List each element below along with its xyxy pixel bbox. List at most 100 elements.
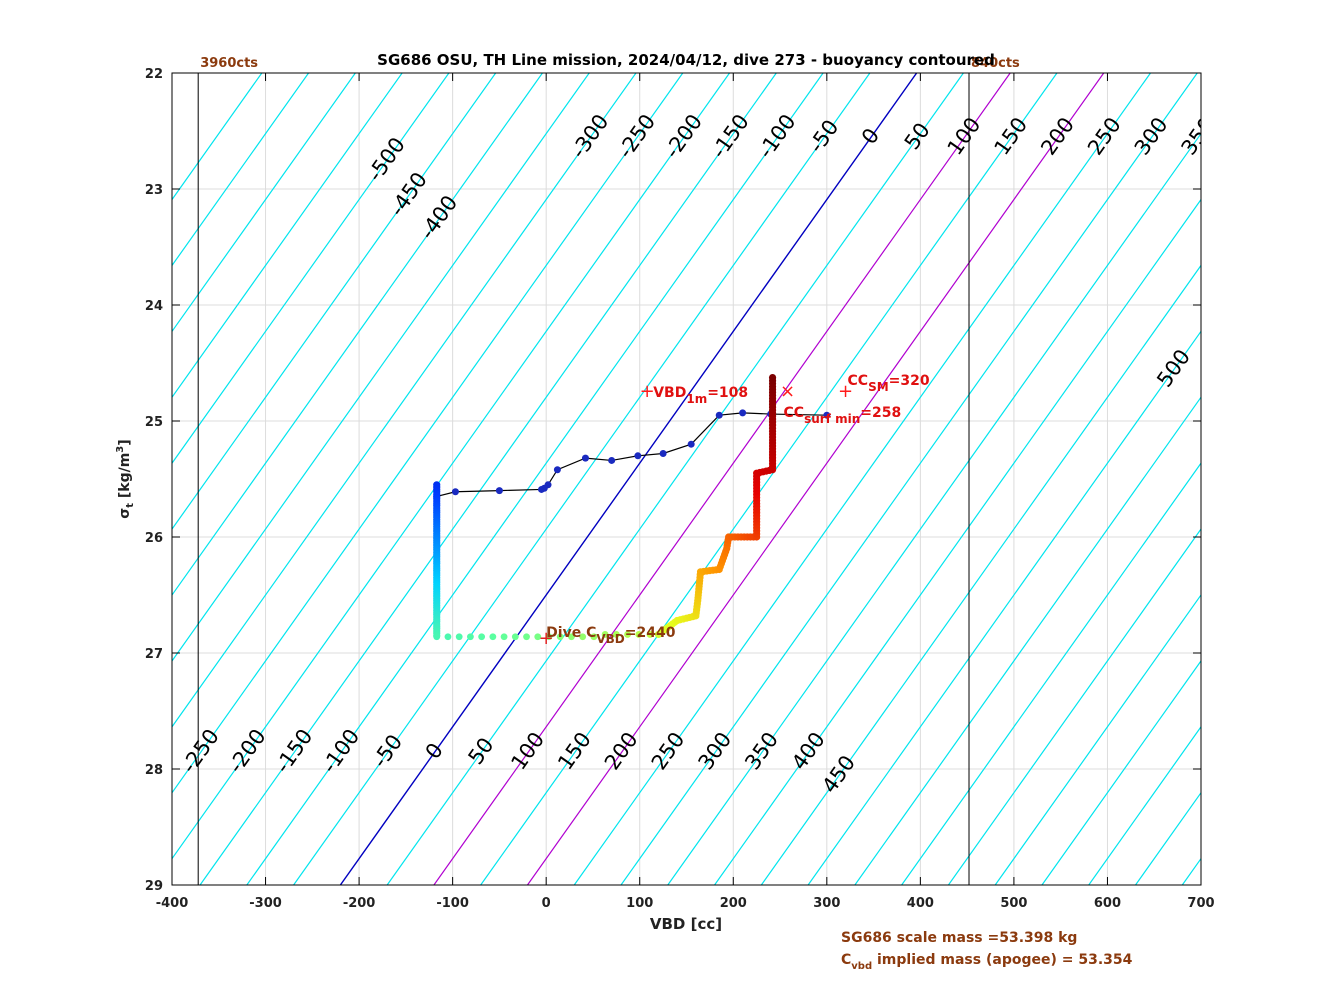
buoyancy-contour-line bbox=[246, 73, 824, 885]
x-tick-label: -400 bbox=[156, 896, 189, 911]
contour-label: 450 bbox=[817, 751, 860, 798]
contour-label: 400 bbox=[787, 728, 830, 775]
buoyancy-contour-line bbox=[172, 73, 497, 531]
contour-label: 450 bbox=[1237, 159, 1280, 206]
y-tick-label: 28 bbox=[145, 763, 163, 778]
vbd1m-label-main: VBD bbox=[653, 385, 686, 401]
contour-label: 300 bbox=[693, 728, 736, 775]
dive-point bbox=[646, 631, 654, 638]
buoyancy-contour-line bbox=[854, 396, 1201, 885]
contour-label: -400 bbox=[415, 191, 462, 244]
buoyancy-contour-line bbox=[1135, 791, 1201, 885]
y-label-unit: [kg/m bbox=[117, 453, 133, 503]
climb-point bbox=[538, 485, 546, 493]
dive_cvbd-label-main: Dive C bbox=[546, 625, 596, 641]
dive-point bbox=[601, 631, 609, 638]
y-tick-label: 26 bbox=[145, 531, 163, 546]
contour-label: 0 bbox=[421, 739, 448, 764]
cc_surf-marker: × bbox=[780, 381, 795, 402]
dive-point bbox=[556, 633, 564, 641]
climb-point bbox=[634, 452, 642, 460]
contour-label: -250 bbox=[613, 110, 660, 163]
buoyancy-contour-line bbox=[526, 73, 1105, 885]
climb-point bbox=[581, 454, 589, 462]
buoyancy-contour-line bbox=[1088, 725, 1201, 885]
plot-frame bbox=[171, 72, 1202, 886]
buoyancy-contour-line bbox=[293, 73, 871, 885]
cc_surf-label-sub: surf min bbox=[804, 412, 860, 426]
footer-implied-c: C bbox=[841, 952, 851, 968]
buoyancy-contour-line bbox=[339, 73, 918, 885]
dive-point bbox=[590, 633, 598, 641]
contour-label: 200 bbox=[600, 728, 643, 775]
y-axis-label: σt [kg/m3] bbox=[115, 439, 136, 518]
cc_sm-label-value: =320 bbox=[889, 373, 930, 389]
climb-point bbox=[823, 411, 831, 419]
contour-label: -50 bbox=[368, 730, 407, 772]
buoyancy-contour-line bbox=[199, 73, 777, 885]
dive_cvbd-marker: + bbox=[539, 628, 554, 649]
x-axis-label: VBD [cc] bbox=[650, 915, 722, 933]
contour-label: -300 bbox=[566, 110, 613, 163]
y-tick-label: 25 bbox=[145, 415, 163, 430]
contour-label: 50 bbox=[900, 118, 935, 154]
contour-label: 100 bbox=[506, 728, 549, 775]
climb-point bbox=[608, 456, 616, 464]
x-tick-label: 500 bbox=[1000, 896, 1027, 911]
buoyancy-contours: -500-450-400-300 -250 -200 -150 -100 -50 0 50 10… bbox=[172, 73, 1280, 885]
dive-point bbox=[455, 633, 463, 641]
buoyancy-contour-line bbox=[1041, 659, 1201, 885]
dive-point bbox=[612, 631, 620, 638]
dive-point bbox=[489, 633, 497, 641]
axes: -400 -300 -200 -100 0 100 200 300 400 500 600 70022… bbox=[145, 67, 1215, 911]
y-label-unit-sup: 3 bbox=[115, 446, 126, 453]
y-tick-label: 29 bbox=[145, 879, 163, 894]
dive_cvbd-label-sub: VBD bbox=[596, 632, 624, 646]
contour-label: -50 bbox=[804, 115, 843, 157]
dive-point bbox=[624, 631, 631, 638]
dive-point bbox=[568, 633, 575, 641]
y-label-sigma: σ bbox=[117, 508, 133, 519]
cc_sm-marker: + bbox=[838, 381, 853, 402]
footer-implied-rest: implied mass (apogee) = 53.354 bbox=[872, 952, 1133, 968]
dive-point bbox=[500, 633, 508, 641]
x-tick-label: 100 bbox=[626, 896, 653, 911]
vbd1m-label-value: =108 bbox=[707, 385, 748, 401]
buoyancy-contour-line bbox=[620, 73, 1198, 885]
x-tick-label: 300 bbox=[813, 896, 840, 911]
x-tick-label: 0 bbox=[542, 896, 551, 911]
x-tick-label: -200 bbox=[343, 896, 376, 911]
x-tick-label: -300 bbox=[249, 896, 282, 911]
dive-point bbox=[579, 633, 587, 641]
buoyancy-contour-line bbox=[172, 73, 731, 860]
contour-label: 350 bbox=[740, 728, 783, 775]
buoyancy-contour-line bbox=[573, 73, 1151, 885]
footer-implied-sub: vbd bbox=[851, 961, 872, 972]
footer-scale-mass: SG686 scale mass =53.398 kg bbox=[841, 930, 1077, 946]
contour-label: -150 bbox=[707, 110, 754, 163]
y-label-sub: t bbox=[125, 503, 136, 508]
climb-point bbox=[495, 487, 503, 495]
climb-point bbox=[451, 488, 459, 496]
climb-point bbox=[715, 411, 723, 419]
contour-label: 100 bbox=[943, 113, 986, 160]
y-label-unit-close: ] bbox=[117, 439, 133, 445]
buoyancy-contour-line bbox=[433, 73, 1011, 885]
buoyancy-contour-line bbox=[901, 462, 1201, 885]
climb-line bbox=[436, 412, 827, 497]
buoyancy-contour-line bbox=[172, 73, 637, 728]
annotations: 3960cts 840cts+VBD1m=108 +CCSM=320×CCsurf … bbox=[197, 56, 1020, 885]
buoyancy-contour-line bbox=[386, 73, 964, 885]
contour-label: 250 bbox=[1083, 113, 1126, 160]
contour-label: 50 bbox=[463, 733, 498, 769]
dive-point bbox=[467, 633, 474, 641]
contour-label: 0 bbox=[857, 124, 884, 149]
dive-point bbox=[511, 633, 519, 641]
buoyancy-contour-line bbox=[1181, 857, 1201, 885]
buoyancy-contour-line bbox=[172, 73, 356, 333]
dive-point bbox=[478, 633, 486, 641]
contour-label: 400 bbox=[1219, 119, 1262, 166]
buoyancy-contour-line bbox=[172, 73, 450, 465]
buoyancy-contour-line bbox=[480, 73, 1058, 885]
dive-point bbox=[768, 373, 777, 382]
